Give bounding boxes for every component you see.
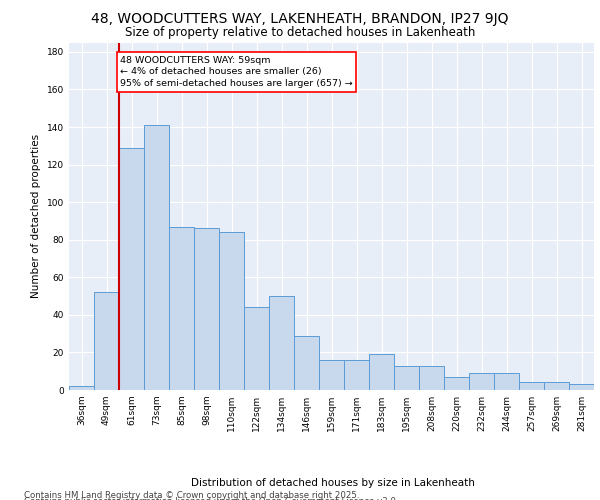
- Text: 48 WOODCUTTERS WAY: 59sqm
← 4% of detached houses are smaller (26)
95% of semi-d: 48 WOODCUTTERS WAY: 59sqm ← 4% of detach…: [120, 56, 353, 88]
- Text: Size of property relative to detached houses in Lakenheath: Size of property relative to detached ho…: [125, 26, 475, 39]
- Bar: [494, 373, 519, 390]
- Text: Contains public sector information licensed under the Open Government Licence v3: Contains public sector information licen…: [24, 497, 398, 500]
- Y-axis label: Number of detached properties: Number of detached properties: [31, 134, 41, 298]
- Bar: [419, 366, 444, 390]
- Bar: [269, 296, 294, 390]
- Bar: [344, 360, 369, 390]
- Text: Contains HM Land Registry data © Crown copyright and database right 2025.: Contains HM Land Registry data © Crown c…: [24, 491, 359, 500]
- Bar: [544, 382, 569, 390]
- Bar: [144, 125, 169, 390]
- Bar: [119, 148, 144, 390]
- Bar: [94, 292, 119, 390]
- Bar: [319, 360, 344, 390]
- Bar: [569, 384, 594, 390]
- Bar: [444, 377, 469, 390]
- Bar: [294, 336, 319, 390]
- Bar: [69, 386, 94, 390]
- Text: Distribution of detached houses by size in Lakenheath: Distribution of detached houses by size …: [191, 478, 475, 488]
- Bar: [394, 366, 419, 390]
- Bar: [519, 382, 544, 390]
- Bar: [244, 308, 269, 390]
- Text: 48, WOODCUTTERS WAY, LAKENHEATH, BRANDON, IP27 9JQ: 48, WOODCUTTERS WAY, LAKENHEATH, BRANDON…: [91, 12, 509, 26]
- Bar: [369, 354, 394, 390]
- Bar: [169, 226, 194, 390]
- Bar: [194, 228, 219, 390]
- Bar: [469, 373, 494, 390]
- Bar: [219, 232, 244, 390]
